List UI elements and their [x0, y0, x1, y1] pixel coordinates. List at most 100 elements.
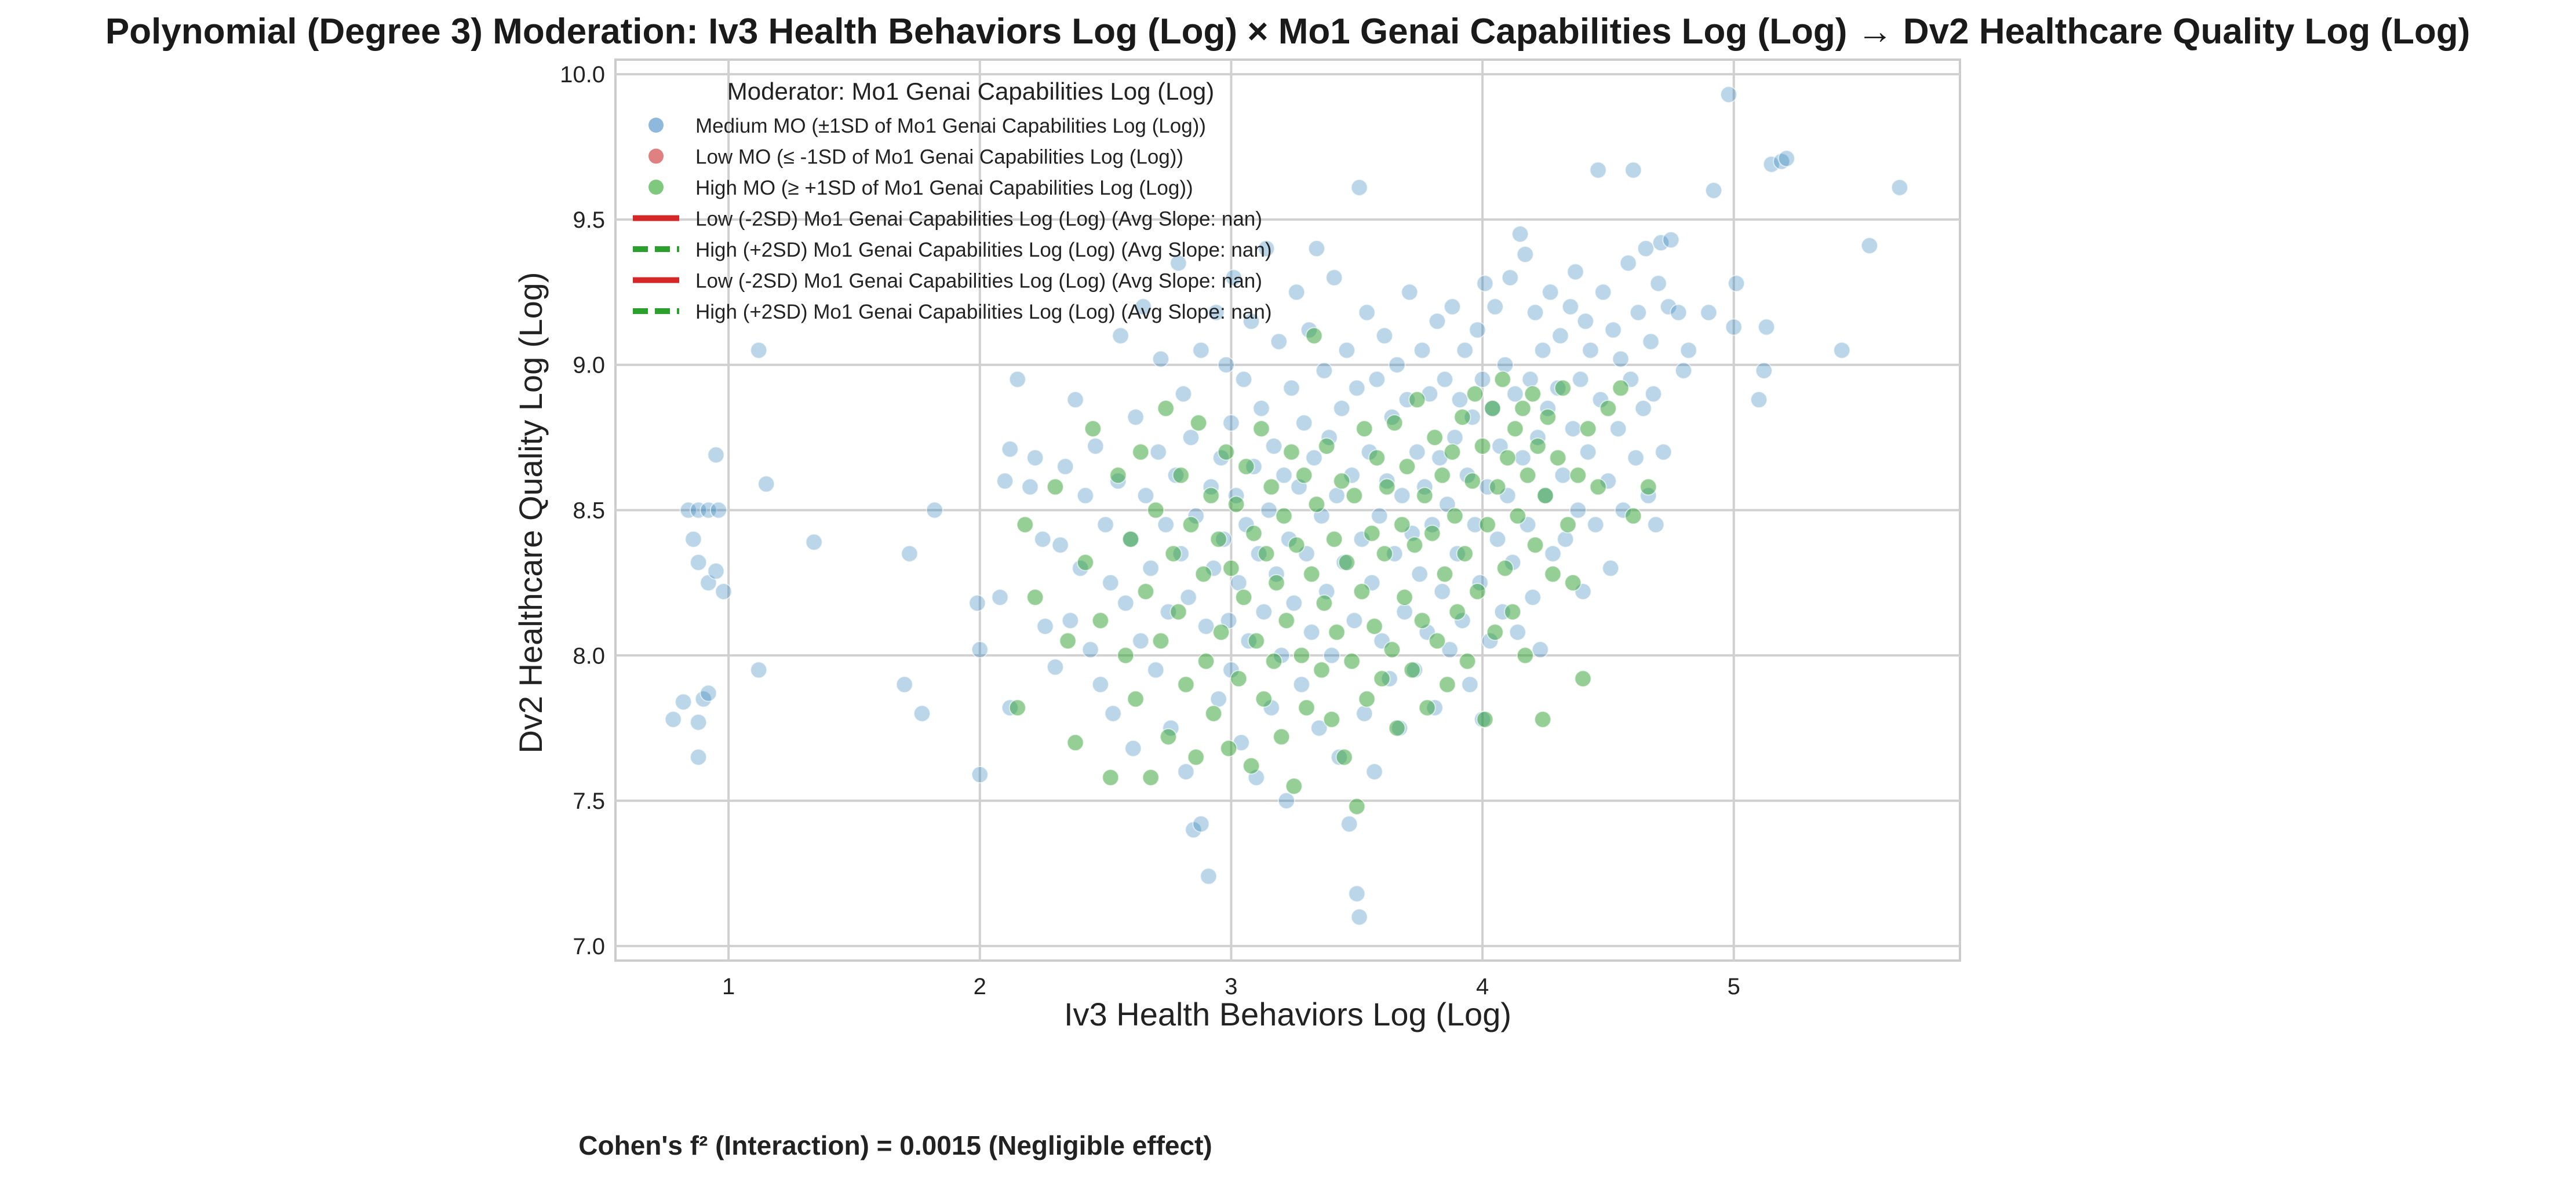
scatter-point [1217, 443, 1235, 461]
scatter-point [1051, 536, 1069, 554]
scatter-point [1376, 327, 1393, 345]
scatter-point [1277, 612, 1295, 630]
scatter-point [1343, 652, 1361, 670]
scatter-point [1102, 574, 1120, 592]
scatter-point [1499, 449, 1517, 467]
scatter-point [1551, 327, 1569, 345]
scatter-point [1433, 583, 1451, 600]
scatter-point [1725, 318, 1743, 336]
scatter-point [1396, 589, 1413, 606]
scatter-point [1509, 623, 1526, 641]
scatter-point [1514, 449, 1532, 467]
scatter-point [1137, 583, 1154, 600]
scatter-point [1557, 530, 1575, 548]
scatter-point [1117, 647, 1135, 665]
scatter-point [1192, 815, 1210, 833]
scatter-point [690, 553, 708, 571]
scatter-point [1164, 545, 1182, 563]
scatter-point [913, 705, 931, 722]
scatter-point [1328, 623, 1346, 641]
scatter-point [1890, 178, 1908, 196]
scatter-point [1157, 399, 1175, 417]
scatter-point [1149, 443, 1167, 461]
scatter-point [1489, 530, 1507, 548]
scatter-point [1476, 710, 1494, 728]
scatter-point [1255, 690, 1273, 708]
legend-label: High MO (≥ +1SD of Mo1 Genai Capabilitie… [695, 177, 1193, 199]
scatter-point [1559, 516, 1577, 534]
scatter-point [1076, 487, 1094, 505]
scatter-point [1755, 362, 1773, 379]
y-tick-label: 8.0 [573, 643, 605, 669]
scatter-point [805, 533, 823, 551]
scatter-point [1245, 524, 1263, 542]
scatter-point [1353, 583, 1371, 600]
scatter-point [1124, 739, 1142, 757]
y-tick-label: 7.0 [573, 934, 605, 959]
scatter-point [1322, 647, 1340, 665]
scatter-point [1275, 507, 1293, 525]
scatter-point [1295, 414, 1313, 432]
scatter-point [1237, 458, 1255, 476]
scatter-point [1579, 420, 1597, 437]
scatter-point [1531, 641, 1549, 659]
scatter-point [1122, 530, 1139, 548]
scatter-point [1335, 748, 1353, 766]
scatter-point [1340, 815, 1358, 833]
scatter-point [1700, 304, 1718, 322]
legend-label: Medium MO (±1SD of Mo1 Genai Capabilitie… [695, 115, 1206, 137]
scatter-point [1539, 408, 1557, 426]
scatter-point [1307, 240, 1325, 257]
scatter-point [1436, 565, 1453, 583]
scatter-point [1192, 341, 1210, 359]
scatter-point [1187, 748, 1205, 766]
scatter-point [1348, 798, 1366, 816]
scatter-point [1833, 341, 1851, 359]
scatter-point [707, 562, 725, 580]
scatter-point [1773, 152, 1791, 170]
legend-label: High (+2SD) Mo1 Genai Capabilities Log (… [695, 239, 1271, 261]
scatter-point [1059, 632, 1077, 650]
scatter-point [1486, 623, 1504, 641]
scatter-point [1652, 234, 1670, 251]
legend-label: Low (-2SD) Mo1 Genai Capabilities Log (L… [695, 270, 1262, 293]
scatter-point [1579, 443, 1597, 461]
scatter-point [1273, 728, 1291, 746]
scatter-point [1197, 618, 1215, 636]
scatter-point [1534, 710, 1552, 728]
scatter-point [1466, 385, 1484, 403]
scatter-point [1639, 478, 1657, 496]
scatter-point [707, 446, 725, 464]
scatter-point [1478, 516, 1496, 534]
scatter-point [1705, 181, 1722, 199]
scatter-point [1511, 225, 1529, 243]
x-tick-label: 4 [1476, 974, 1489, 999]
scatter-point [1398, 458, 1416, 476]
y-axis-label: Dv2 Healthcare Quality Log (Log) [512, 272, 549, 753]
scatter-point [991, 589, 1009, 606]
scatter-point [1258, 545, 1276, 563]
scatter-point [1046, 478, 1064, 496]
scatter-point [1026, 589, 1044, 606]
scatter-point [1303, 565, 1321, 583]
scatter-point [1307, 495, 1325, 513]
legend-entry: Low (-2SD) Mo1 Genai Capabilities Log (L… [633, 270, 1262, 293]
scatter-points [664, 86, 1908, 926]
x-tick-label: 1 [722, 974, 735, 999]
scatter-point [1194, 565, 1212, 583]
scatter-point [1536, 487, 1554, 505]
scatter-point [699, 501, 717, 519]
scatter-point [1207, 304, 1225, 322]
legend-marker [648, 148, 664, 164]
scatter-point [1386, 414, 1404, 432]
legend-entry: High MO (≥ +1SD of Mo1 Genai Capabilitie… [648, 177, 1193, 199]
scatter-point [1265, 437, 1283, 455]
scatter-point [1602, 559, 1620, 577]
scatter-point [1182, 429, 1200, 447]
scatter-point [1514, 399, 1532, 417]
scatter-point [1526, 536, 1544, 554]
scatter-point [1350, 908, 1368, 926]
scatter-point [1413, 341, 1431, 359]
effect-size-footnote: Cohen's f² (Interaction) = 0.0015 (Negli… [578, 1130, 1212, 1160]
